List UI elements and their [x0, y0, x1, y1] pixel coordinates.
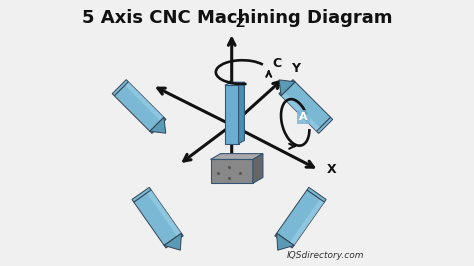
Polygon shape — [277, 190, 324, 246]
Text: A: A — [299, 112, 308, 122]
Polygon shape — [150, 117, 166, 133]
Text: 5 Axis CNC Machining Diagram: 5 Axis CNC Machining Diagram — [82, 9, 392, 27]
Polygon shape — [164, 233, 182, 250]
Polygon shape — [275, 233, 294, 248]
Polygon shape — [279, 80, 295, 96]
Polygon shape — [225, 82, 245, 85]
Polygon shape — [147, 190, 182, 236]
Text: X: X — [327, 163, 337, 176]
Polygon shape — [281, 82, 330, 131]
Text: C: C — [273, 57, 282, 70]
Polygon shape — [210, 154, 263, 159]
Polygon shape — [238, 82, 245, 144]
Polygon shape — [279, 80, 295, 96]
Text: Z: Z — [236, 17, 245, 30]
Polygon shape — [277, 233, 294, 250]
Polygon shape — [134, 190, 182, 246]
Polygon shape — [150, 117, 166, 134]
Polygon shape — [164, 233, 183, 248]
Polygon shape — [290, 199, 324, 246]
Polygon shape — [253, 154, 263, 183]
Polygon shape — [132, 187, 151, 202]
Polygon shape — [210, 159, 253, 183]
Text: IQSdirectory.com: IQSdirectory.com — [286, 251, 364, 260]
Polygon shape — [225, 85, 238, 144]
Polygon shape — [114, 82, 164, 131]
Polygon shape — [317, 117, 333, 134]
Polygon shape — [307, 187, 326, 202]
Polygon shape — [112, 80, 128, 96]
Polygon shape — [281, 92, 320, 131]
Text: Y: Y — [291, 62, 300, 75]
Polygon shape — [125, 82, 164, 121]
